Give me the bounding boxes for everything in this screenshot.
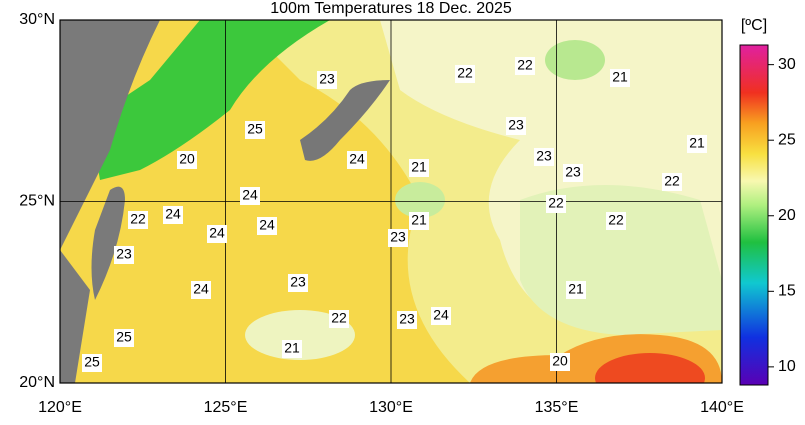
contour-label-box bbox=[177, 151, 197, 169]
colorbar-unit: [ºC] bbox=[741, 17, 767, 34]
contour-label-box bbox=[610, 69, 630, 87]
colorbar-tick-label: 15 bbox=[778, 283, 796, 300]
contour-label-box bbox=[550, 353, 570, 371]
latitude-label: 25°N bbox=[19, 193, 55, 210]
contour-label: 22 bbox=[130, 211, 146, 227]
contour-label-box bbox=[455, 65, 475, 83]
contour-label: 24 bbox=[433, 307, 449, 323]
contour-label: 21 bbox=[411, 212, 427, 228]
longitude-label: 140°E bbox=[700, 399, 744, 416]
contour-label-box bbox=[163, 206, 183, 224]
contour-label-box bbox=[506, 117, 526, 135]
contour-label: 25 bbox=[116, 329, 132, 345]
contour-label-box bbox=[606, 212, 626, 230]
contour-label-box bbox=[546, 195, 566, 213]
contour-label-box bbox=[207, 225, 227, 243]
colorbar-tick-label: 30 bbox=[778, 56, 796, 73]
contour-label: 21 bbox=[568, 281, 584, 297]
longitude-label: 130°E bbox=[369, 399, 413, 416]
latitude-label: 30°N bbox=[19, 11, 55, 28]
contour-label: 24 bbox=[165, 206, 181, 222]
contour-label-box bbox=[114, 246, 134, 264]
longitude-label: 135°E bbox=[535, 399, 579, 416]
contour-label: 22 bbox=[331, 310, 347, 326]
map-title: 100m Temperatures 18 Dec. 2025 bbox=[270, 0, 512, 17]
contour-label: 21 bbox=[411, 159, 427, 175]
contour-label: 23 bbox=[536, 148, 552, 164]
contour-label-box bbox=[388, 229, 408, 247]
contour-label-box bbox=[515, 57, 535, 75]
contour-label-box bbox=[128, 211, 148, 229]
contour-label: 24 bbox=[349, 151, 365, 167]
contour-label: 23 bbox=[399, 311, 415, 327]
contour-label: 25 bbox=[84, 354, 100, 370]
contour-label: 21 bbox=[612, 69, 628, 85]
contour-label-box bbox=[566, 281, 586, 299]
contour-label: 20 bbox=[552, 353, 568, 369]
contour-label-box bbox=[563, 164, 583, 182]
longitude-label: 120°E bbox=[38, 399, 82, 416]
colorbar-tick-label: 20 bbox=[778, 207, 796, 224]
contour-label: 22 bbox=[608, 212, 624, 228]
latitude-label: 20°N bbox=[19, 374, 55, 391]
contour-label: 22 bbox=[457, 65, 473, 81]
colorbar bbox=[739, 44, 769, 386]
contour-label: 22 bbox=[517, 57, 533, 73]
contour-label-box bbox=[409, 212, 429, 230]
colorbar-tick-label: 25 bbox=[778, 131, 796, 148]
contour-label-box bbox=[191, 281, 211, 299]
contour-label-box bbox=[534, 148, 554, 166]
contour-label: 22 bbox=[548, 195, 564, 211]
contour-label-box bbox=[329, 310, 349, 328]
contour-label-box bbox=[82, 354, 102, 372]
contour-label-box bbox=[245, 121, 265, 139]
contour-label: 21 bbox=[689, 135, 705, 151]
contour-label: 23 bbox=[565, 164, 581, 180]
longitude-label: 125°E bbox=[204, 399, 248, 416]
colorbar-tick-label: 10 bbox=[778, 358, 796, 375]
contour-label: 24 bbox=[193, 281, 209, 297]
contour-label-box bbox=[317, 71, 337, 89]
contour-label: 23 bbox=[290, 274, 306, 290]
contour-label: 23 bbox=[319, 71, 335, 87]
contour-label-box bbox=[240, 187, 260, 205]
contour-label: 23 bbox=[390, 229, 406, 245]
contour-label-box bbox=[347, 151, 367, 169]
contour-label: 20 bbox=[179, 151, 195, 167]
contour-label-box bbox=[282, 340, 302, 358]
contour-label: 22 bbox=[664, 173, 680, 189]
contour-label-box bbox=[288, 274, 308, 292]
contour-label: 24 bbox=[242, 187, 258, 203]
contour-label-box bbox=[114, 329, 134, 347]
contour-label-box bbox=[662, 173, 682, 191]
contour-label-box bbox=[687, 135, 707, 153]
contour-label: 23 bbox=[508, 117, 524, 133]
contour-label-box bbox=[409, 159, 429, 177]
contour-label: 24 bbox=[259, 217, 275, 233]
contour-label: 23 bbox=[116, 246, 132, 262]
contour-label: 21 bbox=[284, 340, 300, 356]
contour-label: 25 bbox=[247, 121, 263, 137]
contour-label-box bbox=[257, 217, 277, 235]
contour-label: 24 bbox=[209, 225, 225, 241]
contour-label-box bbox=[431, 307, 451, 325]
contour-label-box bbox=[397, 311, 417, 329]
